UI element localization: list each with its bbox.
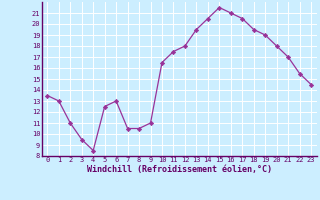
X-axis label: Windchill (Refroidissement éolien,°C): Windchill (Refroidissement éolien,°C) [87,165,272,174]
